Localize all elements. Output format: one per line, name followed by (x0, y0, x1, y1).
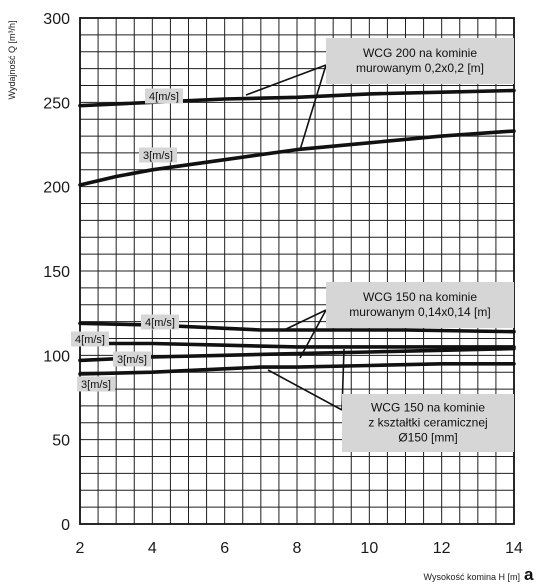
curve-label-text: 3[m/s] (81, 379, 111, 391)
y-axis-title: Wydajność Q [m³/h] (7, 21, 17, 100)
annotation-leaders (245, 64, 345, 411)
y-tick-label: 150 (43, 264, 70, 281)
x-tick-label: 4 (148, 540, 157, 557)
y-tick-label: 300 (43, 11, 70, 28)
annotation-wcg200-text: murowanym 0,2x0,2 [m] (356, 61, 484, 75)
annotation-wcg150-ceramiczny-text: WCG 150 na kominie (371, 401, 485, 415)
annotation-wcg150-ceramiczny-text: Ø150 [mm] (398, 431, 457, 445)
curve-label-box (139, 147, 177, 163)
annotation-leader-line (281, 309, 327, 332)
x-tick-label: 12 (433, 540, 451, 557)
annotation-wcg200-text: WCG 200 na kominie (363, 46, 477, 60)
series-line-wcg150-murowany-3ms (78, 346, 516, 363)
x-tick-label: 6 (220, 540, 229, 557)
annotation-leader-line (299, 309, 327, 359)
annotation-wcg200-box (326, 38, 514, 84)
tick-labels: 0 50 100 150 200 250 300 2 4 6 8 10 12 14 (43, 11, 523, 557)
x-tick-label: 10 (360, 540, 378, 557)
curve-label-text: 4[m/s] (149, 91, 179, 103)
curve-labels: 4[m/s] 3[m/s] 4[m/s] 4[m/s] 3[m/s] 3[m/s] (71, 88, 183, 392)
y-tick-label: 250 (43, 95, 70, 112)
y-tick-label: 0 (61, 517, 70, 534)
curve-label-box (113, 351, 151, 367)
series-line-wcg200-3ms (78, 129, 516, 187)
y-tick-label: 100 (43, 348, 70, 365)
x-tick-label: 8 (293, 540, 302, 557)
curve-label-text: 3[m/s] (143, 150, 173, 162)
annotation-wcg150-ceramiczny-text: z kształtki ceramicznej (368, 416, 487, 430)
plot-border (79, 17, 515, 525)
x-tick-label: 2 (76, 540, 85, 557)
series-line-wcg150-ceramiczny-3ms (78, 361, 516, 376)
annotation-wcg150-murowany-text: WCG 150 na kominie (363, 290, 477, 304)
curve-label-text: 4[m/s] (145, 317, 175, 329)
y-tick-label: 50 (52, 433, 70, 450)
x-axis-title: Wysokość komina H [m] (424, 572, 520, 582)
curve-label-text: 4[m/s] (75, 334, 105, 346)
annotation-wcg150-ceramiczny-box (342, 394, 514, 452)
annotation-leader-line (299, 64, 327, 151)
series-line-wcg150-ceramiczny-4ms (78, 341, 516, 349)
plot-frame (79, 17, 515, 525)
annotation-wcg150-murowany-text: murowanym 0,14x0,14 [m] (349, 305, 490, 319)
curve-label-box (71, 331, 109, 347)
x-tick-label: 14 (505, 540, 523, 557)
annotation-leader-line (245, 64, 327, 96)
annotation-leader-line (267, 369, 343, 411)
curve-label-box (77, 376, 115, 392)
annotation-wcg150-murowany-box (326, 282, 514, 328)
curve-label-text: 3[m/s] (117, 354, 147, 366)
curve-label-box (141, 314, 179, 330)
y-tick-label: 200 (43, 180, 70, 197)
curve-label-box (145, 88, 183, 104)
panel-letter: a (524, 565, 534, 584)
